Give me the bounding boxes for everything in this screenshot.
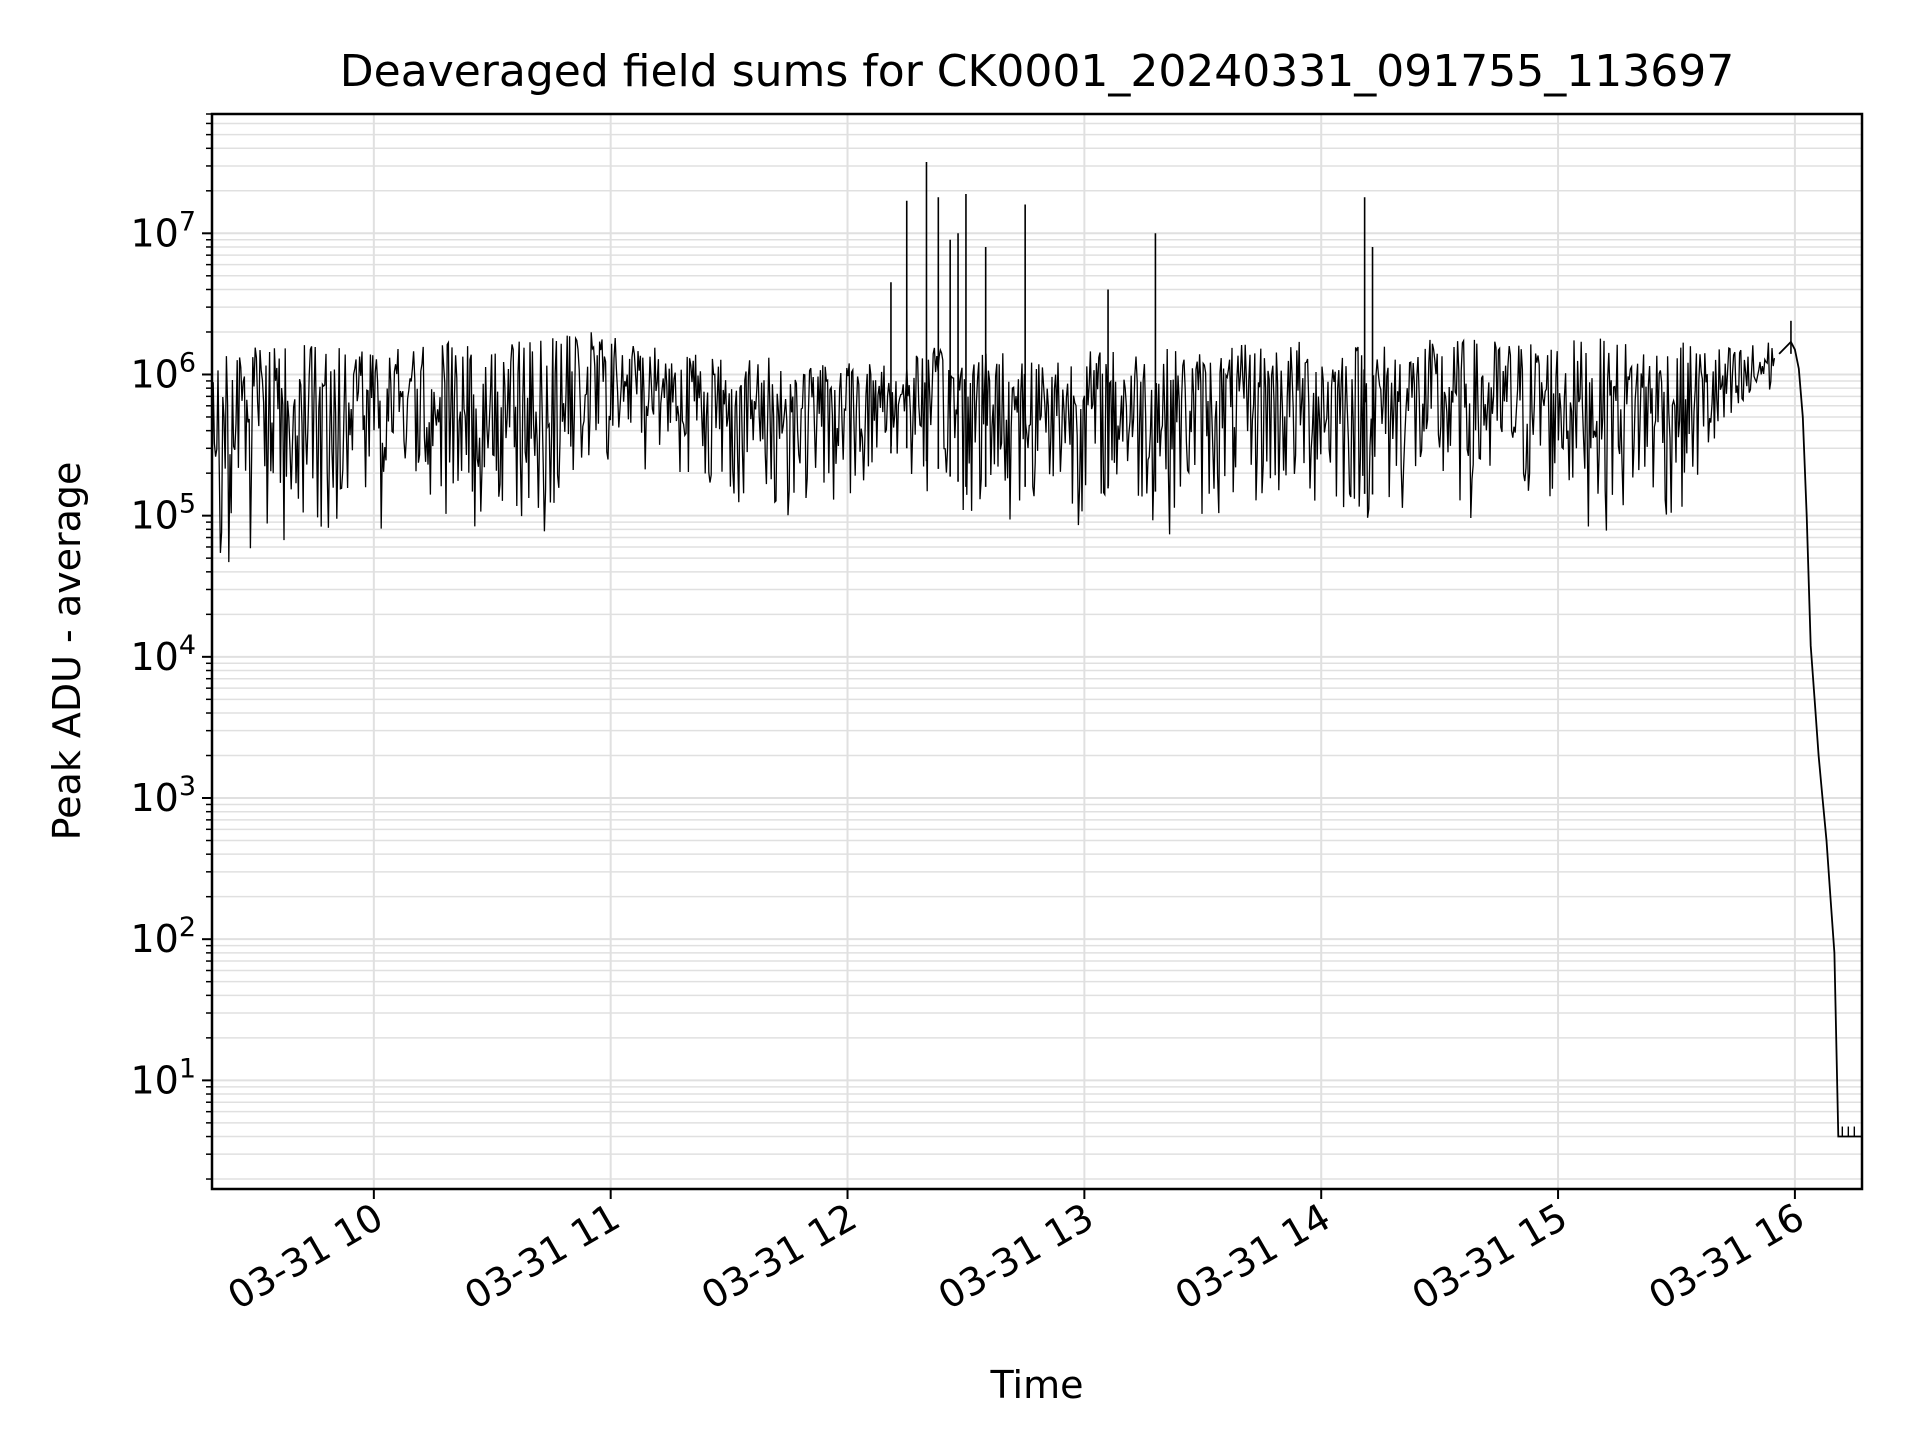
noisy-signal-line <box>211 332 1776 563</box>
y-tick-label: 103 <box>130 771 196 820</box>
grid <box>212 113 1862 1189</box>
y-tick-label: 104 <box>130 630 196 679</box>
x-axis-label: Time <box>990 1363 1084 1407</box>
y-tick-label: 101 <box>130 1053 196 1102</box>
y-axis-label: Peak ADU - average <box>45 462 89 841</box>
y-tick-label: 107 <box>130 206 196 255</box>
decay-line <box>1778 340 1862 1138</box>
data-series <box>211 161 1862 1138</box>
y-tick-label: 105 <box>130 489 196 538</box>
y-tick-label: 102 <box>130 912 196 961</box>
plot-frame <box>210 112 1864 1191</box>
y-tick-label: 106 <box>130 347 196 396</box>
chart-title: Deaveraged field sums for CK0001_2024033… <box>340 46 1734 97</box>
